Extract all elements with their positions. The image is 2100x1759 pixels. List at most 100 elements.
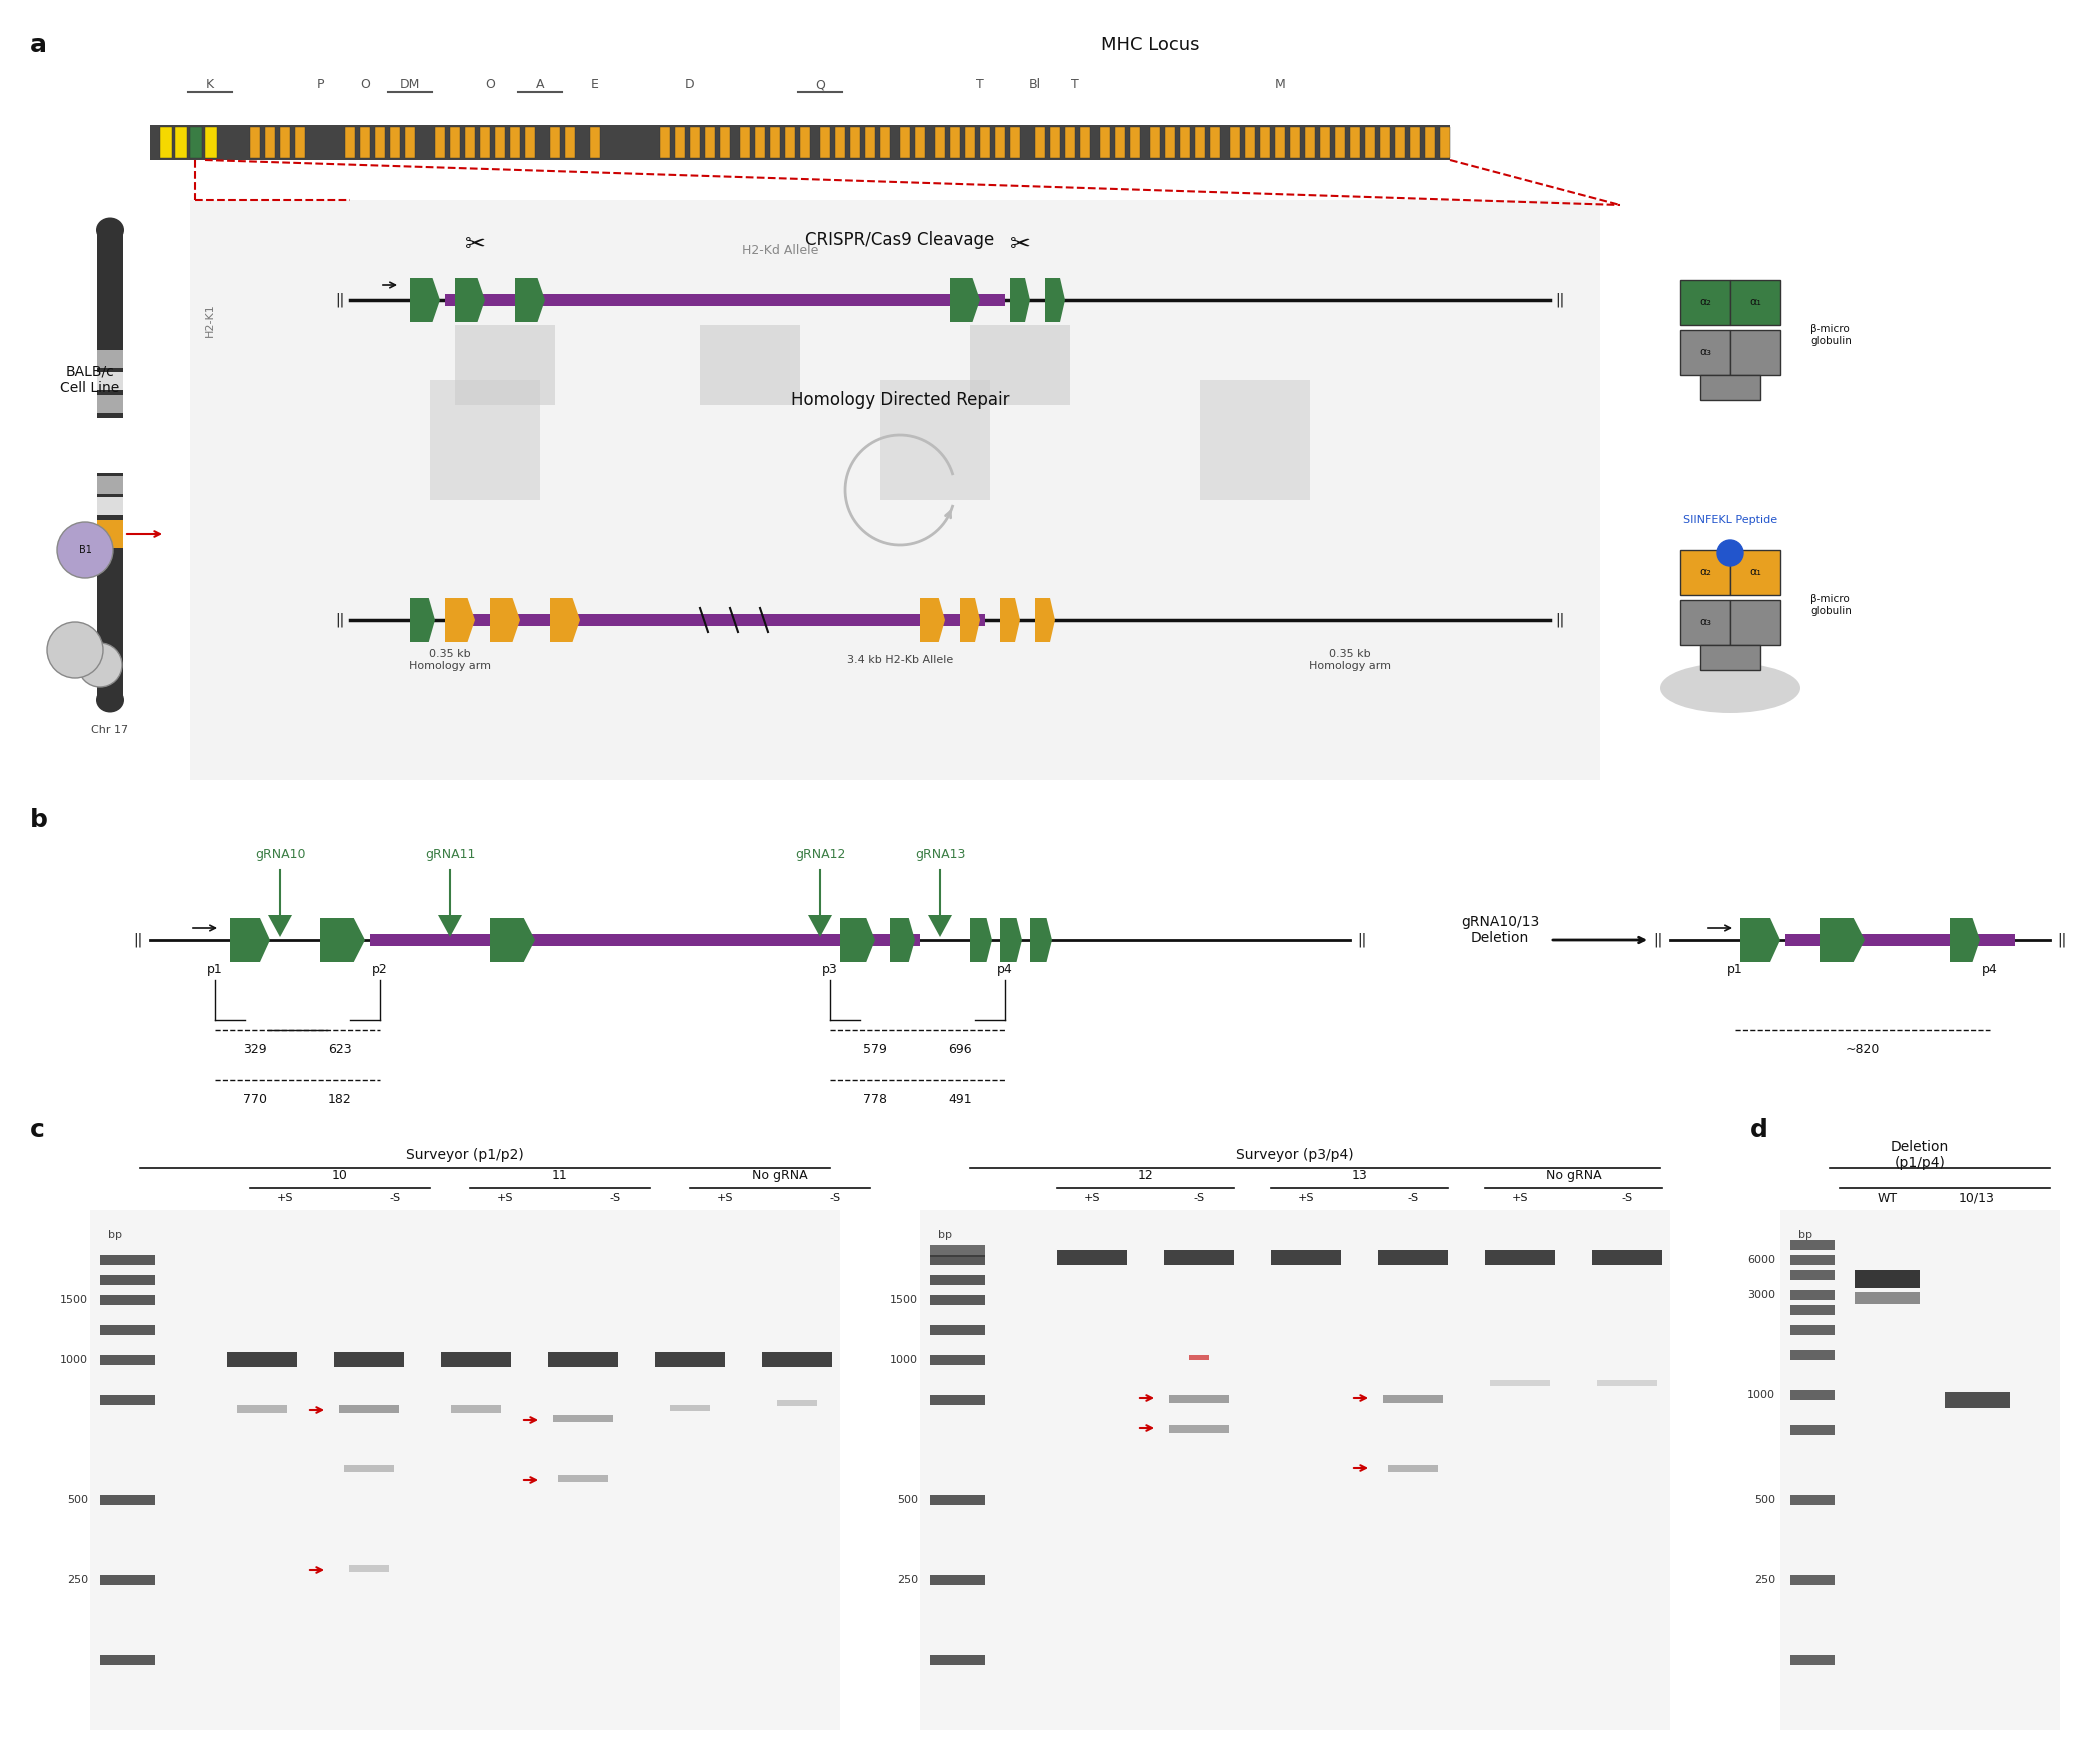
Text: SIINFEKL Peptide: SIINFEKL Peptide [1682, 515, 1777, 524]
FancyBboxPatch shape [930, 1275, 985, 1286]
Ellipse shape [97, 218, 124, 243]
Text: H2-K1: H2-K1 [206, 303, 214, 338]
Text: T: T [1071, 79, 1079, 91]
FancyBboxPatch shape [930, 1245, 985, 1258]
FancyBboxPatch shape [1210, 127, 1220, 158]
FancyBboxPatch shape [349, 1566, 388, 1573]
FancyBboxPatch shape [930, 1325, 985, 1335]
FancyBboxPatch shape [930, 1354, 985, 1365]
FancyBboxPatch shape [430, 380, 540, 500]
FancyBboxPatch shape [294, 127, 304, 158]
Text: 778: 778 [863, 1094, 886, 1106]
FancyBboxPatch shape [376, 127, 384, 158]
FancyBboxPatch shape [981, 127, 989, 158]
Polygon shape [928, 915, 951, 938]
Text: ||: || [134, 932, 143, 948]
FancyBboxPatch shape [90, 1210, 840, 1731]
FancyBboxPatch shape [1079, 127, 1090, 158]
FancyBboxPatch shape [901, 127, 909, 158]
FancyBboxPatch shape [174, 127, 187, 158]
Text: Chr 17: Chr 17 [92, 725, 128, 735]
Text: //: // [620, 134, 630, 150]
FancyBboxPatch shape [1289, 127, 1300, 158]
Text: +S: +S [1298, 1193, 1315, 1203]
Polygon shape [1029, 918, 1052, 962]
FancyBboxPatch shape [850, 127, 861, 158]
FancyBboxPatch shape [101, 1354, 155, 1365]
Polygon shape [489, 918, 536, 962]
FancyBboxPatch shape [880, 380, 989, 500]
FancyBboxPatch shape [97, 419, 124, 473]
FancyBboxPatch shape [1789, 1495, 1835, 1506]
FancyBboxPatch shape [101, 1275, 155, 1286]
FancyBboxPatch shape [97, 396, 124, 413]
FancyBboxPatch shape [800, 127, 811, 158]
Text: 1500: 1500 [890, 1295, 918, 1305]
FancyBboxPatch shape [1170, 1395, 1228, 1404]
FancyBboxPatch shape [1730, 331, 1781, 375]
Text: bp: bp [107, 1230, 122, 1240]
FancyBboxPatch shape [771, 127, 779, 158]
FancyBboxPatch shape [481, 127, 489, 158]
Text: 12: 12 [1138, 1168, 1153, 1182]
Polygon shape [445, 598, 475, 642]
Text: -S: -S [1193, 1193, 1205, 1203]
Text: 0.35 kb
Homology arm: 0.35 kb Homology arm [410, 649, 491, 670]
Text: A: A [536, 79, 544, 91]
FancyBboxPatch shape [1789, 1305, 1835, 1316]
FancyBboxPatch shape [452, 1405, 502, 1412]
Text: ||: || [1556, 612, 1564, 628]
Text: α₂: α₂ [1699, 297, 1711, 308]
FancyBboxPatch shape [1394, 127, 1405, 158]
Text: M: M [1275, 79, 1285, 91]
FancyBboxPatch shape [1789, 1574, 1835, 1585]
FancyBboxPatch shape [405, 127, 416, 158]
FancyBboxPatch shape [1245, 127, 1256, 158]
Text: DM: DM [399, 79, 420, 91]
Polygon shape [1010, 278, 1029, 322]
FancyBboxPatch shape [1231, 127, 1239, 158]
Polygon shape [1035, 598, 1054, 642]
Text: 1000: 1000 [61, 1354, 88, 1365]
Text: BALB/c
Cell Line: BALB/c Cell Line [61, 364, 120, 396]
FancyBboxPatch shape [250, 127, 260, 158]
Ellipse shape [1659, 663, 1800, 712]
FancyBboxPatch shape [706, 127, 714, 158]
Text: D: D [685, 79, 695, 91]
Text: 1000: 1000 [890, 1354, 918, 1365]
FancyBboxPatch shape [930, 1655, 985, 1666]
FancyBboxPatch shape [441, 1353, 510, 1367]
FancyBboxPatch shape [550, 127, 561, 158]
Circle shape [78, 644, 122, 688]
Text: Deletion
(p1/p4): Deletion (p1/p4) [1890, 1140, 1949, 1170]
FancyBboxPatch shape [655, 1353, 724, 1367]
FancyBboxPatch shape [1163, 1251, 1235, 1265]
FancyBboxPatch shape [1789, 1425, 1835, 1435]
FancyBboxPatch shape [334, 1353, 403, 1367]
FancyBboxPatch shape [1789, 1325, 1835, 1335]
FancyBboxPatch shape [265, 127, 275, 158]
FancyBboxPatch shape [1789, 1254, 1835, 1265]
Text: ||: || [336, 292, 344, 308]
FancyBboxPatch shape [762, 1353, 832, 1367]
Text: 10: 10 [332, 1168, 349, 1182]
FancyBboxPatch shape [1701, 646, 1760, 670]
Polygon shape [319, 918, 365, 962]
FancyBboxPatch shape [548, 1353, 617, 1367]
Polygon shape [1741, 918, 1781, 962]
FancyBboxPatch shape [1035, 127, 1046, 158]
FancyBboxPatch shape [1130, 127, 1140, 158]
FancyBboxPatch shape [880, 127, 890, 158]
FancyBboxPatch shape [97, 498, 124, 515]
FancyBboxPatch shape [1151, 127, 1159, 158]
Polygon shape [970, 918, 991, 962]
Text: O: O [359, 79, 370, 91]
FancyBboxPatch shape [966, 127, 974, 158]
FancyBboxPatch shape [1275, 127, 1285, 158]
Text: c: c [29, 1119, 44, 1142]
FancyBboxPatch shape [1056, 1251, 1128, 1265]
Text: -S: -S [388, 1193, 401, 1203]
Text: CRISPR/Cas9 Cleavage: CRISPR/Cas9 Cleavage [806, 230, 995, 250]
FancyBboxPatch shape [449, 127, 460, 158]
Text: +S: +S [1512, 1193, 1529, 1203]
